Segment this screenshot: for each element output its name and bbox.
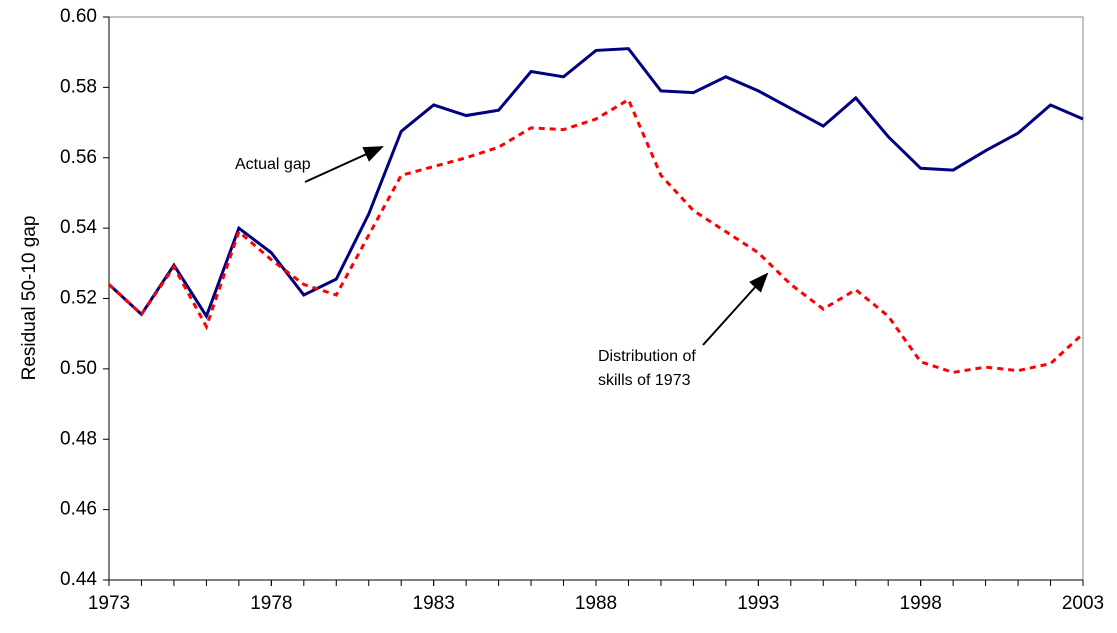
series-line bbox=[107, 97, 1085, 374]
y-tick-label: 0.54 bbox=[60, 217, 97, 238]
y-tick-label: 0.52 bbox=[60, 288, 97, 309]
x-tick-label: 1998 bbox=[900, 593, 942, 614]
annotation: Actual gap bbox=[235, 156, 311, 173]
y-tick-label: 0.46 bbox=[60, 499, 97, 520]
y-tick-label: 0.60 bbox=[60, 6, 97, 27]
series-line bbox=[107, 47, 1084, 320]
y-tick-label: 0.50 bbox=[60, 358, 97, 379]
y-tick-label: 0.56 bbox=[60, 147, 97, 168]
y-tick-label: 0.44 bbox=[60, 569, 97, 590]
y-axis-label: Residual 50-10 gap bbox=[19, 216, 40, 381]
x-tick-label: 1978 bbox=[250, 593, 292, 614]
x-tick-label: 2003 bbox=[1062, 593, 1104, 614]
annotation: skills of 1973 bbox=[598, 372, 691, 389]
x-tick-label: 1993 bbox=[737, 593, 779, 614]
annotation-arrow bbox=[702, 272, 769, 346]
x-tick-label: 1983 bbox=[413, 593, 455, 614]
y-tick-label: 0.58 bbox=[60, 76, 97, 97]
x-tick-label: 1988 bbox=[575, 593, 617, 614]
annotation-arrow bbox=[304, 146, 384, 183]
plot-frame bbox=[108, 16, 1084, 581]
y-tick-label: 0.48 bbox=[60, 428, 97, 449]
x-tick-label: 1973 bbox=[88, 593, 130, 614]
annotation: Distribution of bbox=[598, 348, 696, 365]
